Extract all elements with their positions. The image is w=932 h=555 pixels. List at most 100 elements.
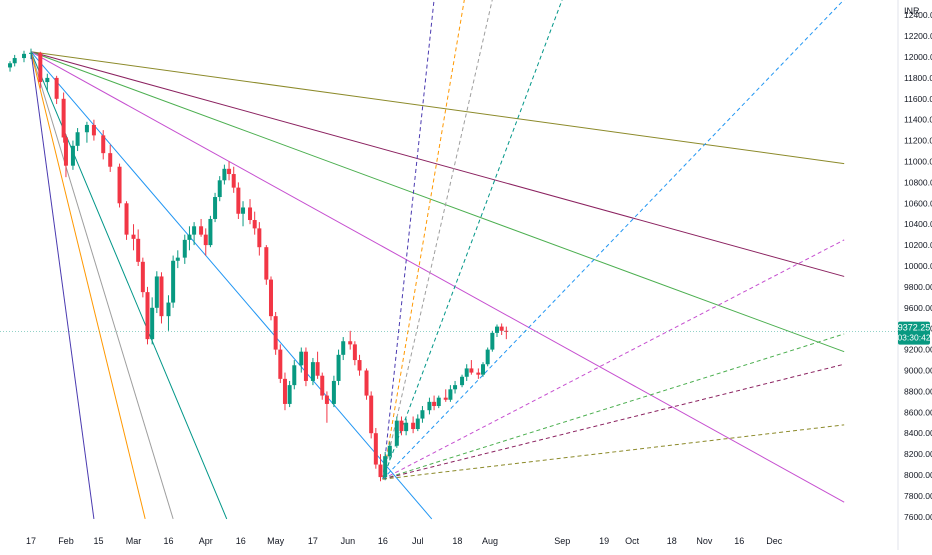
candle-body-47 bbox=[278, 349, 283, 379]
candle-body-24 bbox=[159, 276, 164, 317]
y-tick-label: 11600.00 bbox=[904, 94, 932, 104]
candle-body-63 bbox=[364, 370, 369, 396]
candle-body-58 bbox=[336, 354, 341, 381]
y-tick-label: 12200.00 bbox=[904, 31, 932, 41]
candle-body-51 bbox=[299, 351, 304, 366]
candle-body-74 bbox=[420, 410, 425, 419]
candle-body-31 bbox=[199, 226, 204, 235]
gann-fan-1-ray-9 bbox=[30, 51, 95, 519]
candle-body-41 bbox=[248, 207, 253, 221]
gann-fan-1-ray-7 bbox=[30, 51, 174, 520]
x-tick-label: 17 bbox=[26, 536, 36, 546]
bar-countdown: 03:30:42 bbox=[897, 333, 930, 343]
y-tick-label: 9200.00 bbox=[904, 345, 932, 355]
candle-body-76 bbox=[432, 401, 437, 407]
candle-body-46 bbox=[273, 316, 278, 350]
y-tick-label: 10200.00 bbox=[904, 240, 932, 250]
candle-body-56 bbox=[324, 395, 329, 404]
y-tick-label: 8200.00 bbox=[904, 449, 932, 459]
candle-body-16 bbox=[117, 166, 122, 204]
y-tick-label: 8000.00 bbox=[904, 470, 932, 480]
candle-body-62 bbox=[357, 360, 362, 371]
x-tick-label: 15 bbox=[94, 536, 104, 546]
gann-fan-2-ray-9 bbox=[382, 424, 845, 480]
y-tick-label: 10400.00 bbox=[904, 219, 932, 229]
candle-body-15 bbox=[108, 153, 113, 167]
candle-body-67 bbox=[383, 456, 388, 478]
gann-fan-layer bbox=[30, 0, 845, 520]
candle-body-19 bbox=[136, 238, 141, 262]
last-price-value: 9372.25 bbox=[898, 323, 931, 333]
candle-body-38 bbox=[231, 174, 236, 188]
y-tick-label: 11400.00 bbox=[904, 115, 932, 125]
last-price-tag-bg bbox=[898, 321, 930, 345]
candle-body-48 bbox=[282, 378, 287, 404]
gann-fan-1-ray-2 bbox=[30, 51, 845, 277]
gann-fan-2-ray-8 bbox=[382, 363, 845, 480]
candle-body-77 bbox=[436, 397, 441, 407]
y-tick-label: 10600.00 bbox=[904, 198, 932, 208]
candle-body-89 bbox=[499, 326, 504, 331]
gann-fan-1-ray-5 bbox=[30, 51, 433, 520]
y-tick-label: 11000.00 bbox=[904, 157, 932, 167]
candle-body-82 bbox=[464, 368, 469, 377]
last-price-tag: 9372.25 03:30:42 bbox=[897, 321, 931, 345]
candlestick-series bbox=[8, 48, 509, 482]
price-axis[interactable]: 7600.00 7800.00 8000.00 8200.00 8400.00 8600.… bbox=[904, 10, 932, 522]
candle-body-7 bbox=[54, 77, 59, 99]
candle-body-35 bbox=[217, 180, 222, 198]
candle-body-64 bbox=[369, 395, 374, 434]
x-tick-label: Oct bbox=[625, 536, 640, 546]
x-tick-label: May bbox=[267, 536, 285, 546]
x-tick-label: 19 bbox=[599, 536, 609, 546]
gann-fan-1-ray-8 bbox=[30, 51, 146, 520]
candle-body-37 bbox=[227, 168, 232, 175]
gann-fan-1-ray-4 bbox=[30, 51, 845, 503]
y-tick-label: 9000.00 bbox=[904, 366, 932, 376]
candle-body-30 bbox=[192, 226, 197, 235]
candle-body-23 bbox=[154, 276, 159, 308]
candle-body-49 bbox=[287, 385, 292, 404]
time-axis[interactable]: 17 Feb 15 Mar 16 Apr 16 May 17 Jun 16 Jul 18 Aug Sep 19… bbox=[26, 536, 783, 546]
candle-body-81 bbox=[460, 376, 465, 386]
x-tick-label: Jul bbox=[412, 536, 424, 546]
candle-body-12 bbox=[84, 124, 89, 133]
x-tick-label: 16 bbox=[236, 536, 246, 546]
x-tick-label: 16 bbox=[163, 536, 173, 546]
candle-body-70 bbox=[399, 420, 404, 432]
candle-body-21 bbox=[145, 292, 150, 340]
candle-body-5 bbox=[38, 52, 43, 83]
candle-body-11 bbox=[75, 132, 80, 146]
x-tick-label: Dec bbox=[766, 536, 783, 546]
candle-body-78 bbox=[443, 397, 448, 400]
candle-body-34 bbox=[213, 197, 218, 219]
gann-fan-2-ray-3 bbox=[382, 0, 493, 480]
currency-label: INR bbox=[904, 6, 920, 16]
candle-body-90 bbox=[504, 330, 509, 332]
candle-body-44 bbox=[264, 247, 269, 280]
candle-body-22 bbox=[150, 307, 155, 340]
candle-body-2 bbox=[12, 58, 17, 64]
x-tick-label: Sep bbox=[554, 536, 570, 546]
y-tick-label: 12000.00 bbox=[904, 52, 932, 62]
y-tick-label: 7600.00 bbox=[904, 512, 932, 522]
candle-body-68 bbox=[387, 445, 392, 457]
candle-body-25 bbox=[166, 302, 171, 317]
gann-fan-2-ray-4 bbox=[382, 0, 563, 480]
candle-body-80 bbox=[453, 385, 458, 390]
candle-body-59 bbox=[341, 341, 346, 355]
gann-fan-1-ray-6 bbox=[30, 51, 228, 520]
x-tick-label: Aug bbox=[482, 536, 498, 546]
y-tick-label: 9600.00 bbox=[904, 303, 932, 313]
candle-body-87 bbox=[490, 332, 495, 350]
candle-body-27 bbox=[175, 257, 180, 261]
x-tick-label: 18 bbox=[667, 536, 677, 546]
candle-body-72 bbox=[411, 422, 416, 430]
candle-body-69 bbox=[394, 420, 399, 446]
candle-body-6 bbox=[45, 77, 50, 83]
y-tick-label: 10000.00 bbox=[904, 261, 932, 271]
gann-fan-2-ray-5 bbox=[382, 0, 845, 480]
y-tick-label: 11800.00 bbox=[904, 73, 932, 83]
